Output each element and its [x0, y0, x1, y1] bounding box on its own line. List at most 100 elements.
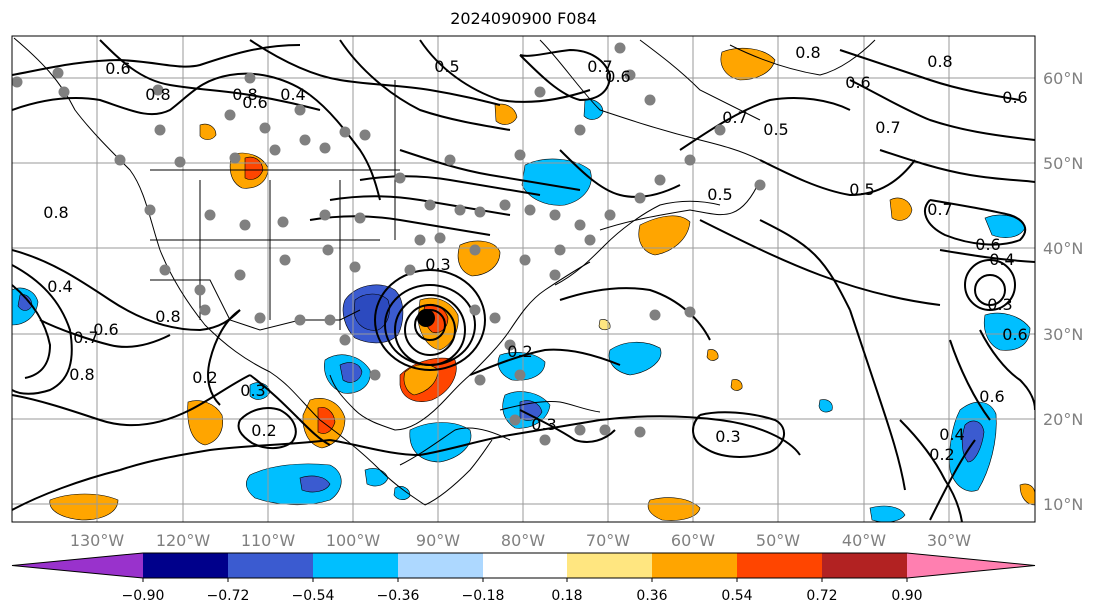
longitude-label: 80°W	[501, 531, 545, 550]
map-frame	[11, 35, 1036, 523]
colorbar-segment	[228, 553, 313, 578]
contour-label: 0.6	[242, 93, 267, 112]
station-dot	[574, 424, 586, 436]
contour-label: 0.2	[507, 342, 532, 361]
longitude-label: 60°W	[671, 531, 715, 550]
latitude-label: 40°N	[1043, 239, 1083, 258]
colorbar-tick-label: −0.36	[377, 588, 420, 604]
contour-label: 0.4	[280, 85, 305, 104]
station-dot	[294, 314, 306, 326]
anomaly-region	[317, 407, 336, 434]
anomaly-region	[299, 475, 331, 493]
station-dot	[194, 284, 206, 296]
station-dot	[514, 369, 526, 381]
colorbar-segment	[907, 553, 1035, 578]
contour-label: 0.4	[939, 425, 964, 444]
station-dot	[404, 264, 416, 276]
contour-label: 0.2	[929, 445, 954, 464]
anomaly-fills	[12, 47, 1035, 522]
anomaly-region	[339, 362, 363, 383]
station-dot	[634, 192, 646, 204]
station-dot	[754, 179, 766, 191]
station-dot	[444, 154, 456, 166]
contour-label: 0.6	[1002, 325, 1027, 344]
station-dot	[339, 126, 351, 138]
station-dot	[244, 72, 256, 84]
anomaly-region	[457, 240, 501, 277]
contour-label: 0.8	[232, 85, 257, 104]
contour-label: 0.5	[707, 185, 732, 204]
contour-label: 0.8	[69, 365, 94, 384]
station-dot	[574, 124, 586, 136]
contour-label: 0.6	[845, 73, 870, 92]
station-dot	[504, 339, 516, 351]
contour-label: 0.6	[93, 320, 118, 339]
contour-label: 0.6	[975, 235, 1000, 254]
station-dot	[539, 434, 551, 446]
station-dot	[684, 154, 696, 166]
station-dot	[299, 134, 311, 146]
contour-label: 0.3	[715, 427, 740, 446]
station-dot	[144, 204, 156, 216]
colorbar-tick-label: −0.72	[207, 588, 250, 604]
anomaly-region	[818, 399, 833, 413]
longitude-label: 100°W	[326, 531, 381, 550]
station-dot	[319, 209, 331, 221]
station-dot	[714, 124, 726, 136]
station-dot	[254, 312, 266, 324]
colorbar-tick-label: 0.18	[551, 588, 582, 604]
station-dot	[649, 309, 661, 321]
contour-label: 0.3	[531, 415, 556, 434]
station-dot	[469, 244, 481, 256]
latitude-label: 30°N	[1043, 325, 1083, 344]
contour-label: 0.8	[145, 85, 170, 104]
longitude-labels: 130°W 120°W 110°W 100°W 90°W 80°W 70°W 60°W 50°W…	[70, 531, 971, 550]
station-dot	[474, 374, 486, 386]
station-dot	[644, 94, 656, 106]
contour-label: 0.7	[587, 57, 612, 76]
station-dot	[474, 206, 486, 218]
anomaly-region	[519, 400, 543, 421]
station-dot	[604, 209, 616, 221]
station-dot	[52, 67, 64, 79]
station-dot	[584, 234, 596, 246]
latitude-labels: 60°N 50°N 40°N 30°N 20°N 10°N	[1043, 69, 1083, 514]
station-dot	[199, 304, 211, 316]
anomaly-region	[393, 486, 411, 500]
longitude-label: 50°W	[756, 531, 800, 550]
station-dot	[654, 174, 666, 186]
contour-label: 0.2	[192, 368, 217, 387]
station-dot	[359, 129, 371, 141]
station-dot	[324, 314, 336, 326]
anomaly-region	[199, 123, 217, 140]
colorbar-tick-label: 0.72	[806, 588, 837, 604]
station-dot	[354, 212, 366, 224]
station-dot	[624, 69, 636, 81]
station-dot	[294, 104, 306, 116]
longitude-label: 120°W	[156, 531, 211, 550]
contour-labels: 0.60.8 0.6 0.40.5 0.70.80.60.5 0.70.60.70.80…	[43, 43, 1027, 464]
anomaly-region	[608, 341, 662, 376]
station-dot	[519, 254, 531, 266]
station-dot	[684, 306, 696, 318]
latitude-label: 50°N	[1043, 154, 1083, 173]
station-markers	[12, 42, 766, 446]
station-dot	[369, 369, 381, 381]
station-dot	[614, 42, 626, 54]
colorbar: −0.90 −0.72 −0.54 −0.36 −0.18 0.18 0.36 0.54 0.7…	[11, 552, 1036, 604]
station-dot	[524, 204, 536, 216]
anomaly-region	[647, 497, 701, 521]
station-dot	[319, 142, 331, 154]
station-dot	[634, 426, 646, 438]
contour-label: 0.3	[240, 381, 265, 400]
station-dot	[159, 264, 171, 276]
station-dot	[414, 234, 426, 246]
contour-label: 0.6	[605, 67, 630, 86]
station-dot	[234, 269, 246, 281]
storm-center-marker	[417, 309, 435, 327]
anomaly-region	[353, 293, 390, 331]
colorbar-segment	[567, 553, 652, 578]
contour-label: 0.2	[251, 421, 276, 440]
station-dot	[58, 86, 70, 98]
